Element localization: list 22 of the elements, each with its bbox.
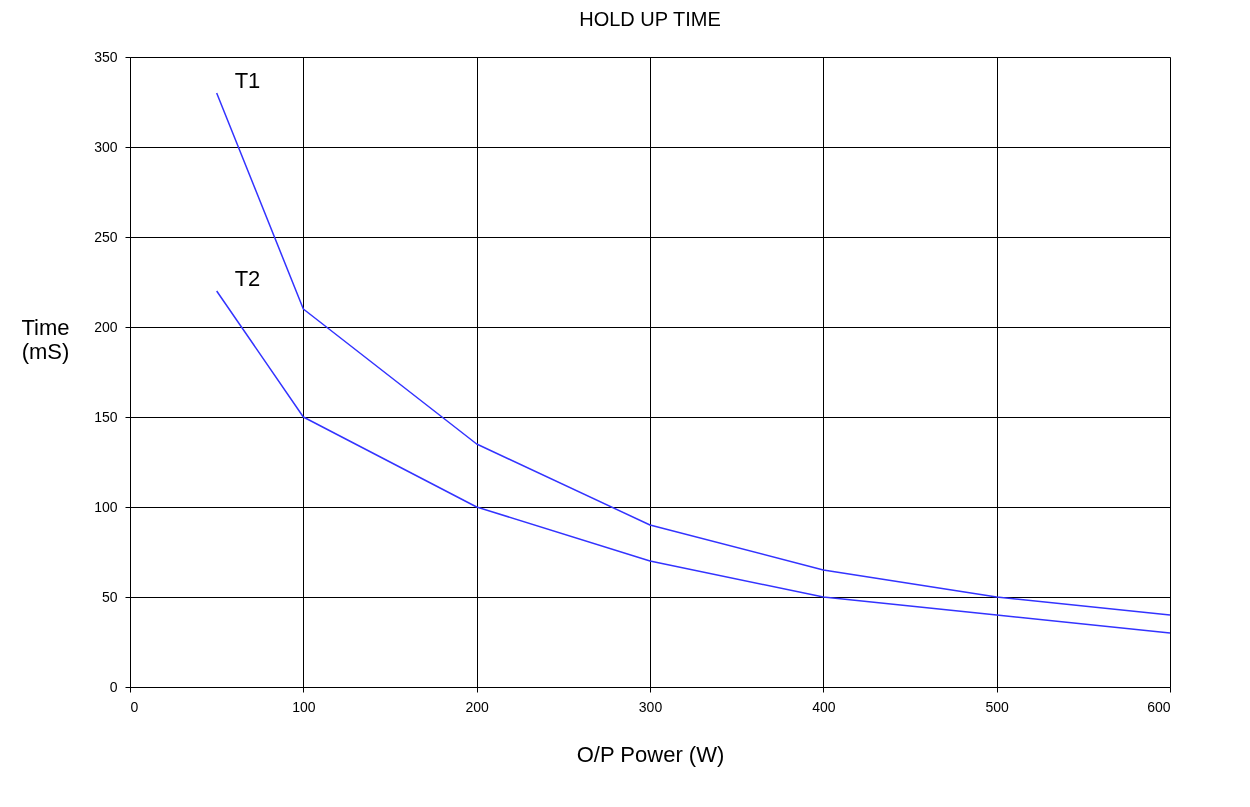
chart-title: HOLD UP TIME <box>579 8 721 30</box>
x-tick-label: 300 <box>638 698 663 715</box>
x-axis-title: O/P Power (W) <box>576 741 725 767</box>
line-series <box>215 290 1171 634</box>
line-series <box>215 92 1171 616</box>
y-tick-label: 250 <box>94 228 118 245</box>
x-tick-label: 500 <box>985 698 1010 715</box>
series-label: T2 <box>234 266 261 291</box>
series-label: T1 <box>234 68 261 93</box>
y-tick-label: 300 <box>94 138 118 155</box>
y-axis-title: Time (mS) <box>21 314 70 364</box>
y-tick-label: 150 <box>94 408 118 425</box>
y-tick-label: 50 <box>101 588 118 605</box>
y-tick-label: 350 <box>94 48 118 65</box>
x-tick-label: 400 <box>812 698 836 715</box>
x-tick-label: 0 <box>130 698 139 715</box>
x-tick-label: 600 <box>1147 698 1171 715</box>
y-tick-label: 200 <box>94 318 118 335</box>
y-tick-label: 100 <box>94 498 118 515</box>
x-tick-label: 100 <box>292 698 316 715</box>
y-tick-label: 0 <box>109 678 118 695</box>
x-tick-label: 200 <box>465 698 490 715</box>
